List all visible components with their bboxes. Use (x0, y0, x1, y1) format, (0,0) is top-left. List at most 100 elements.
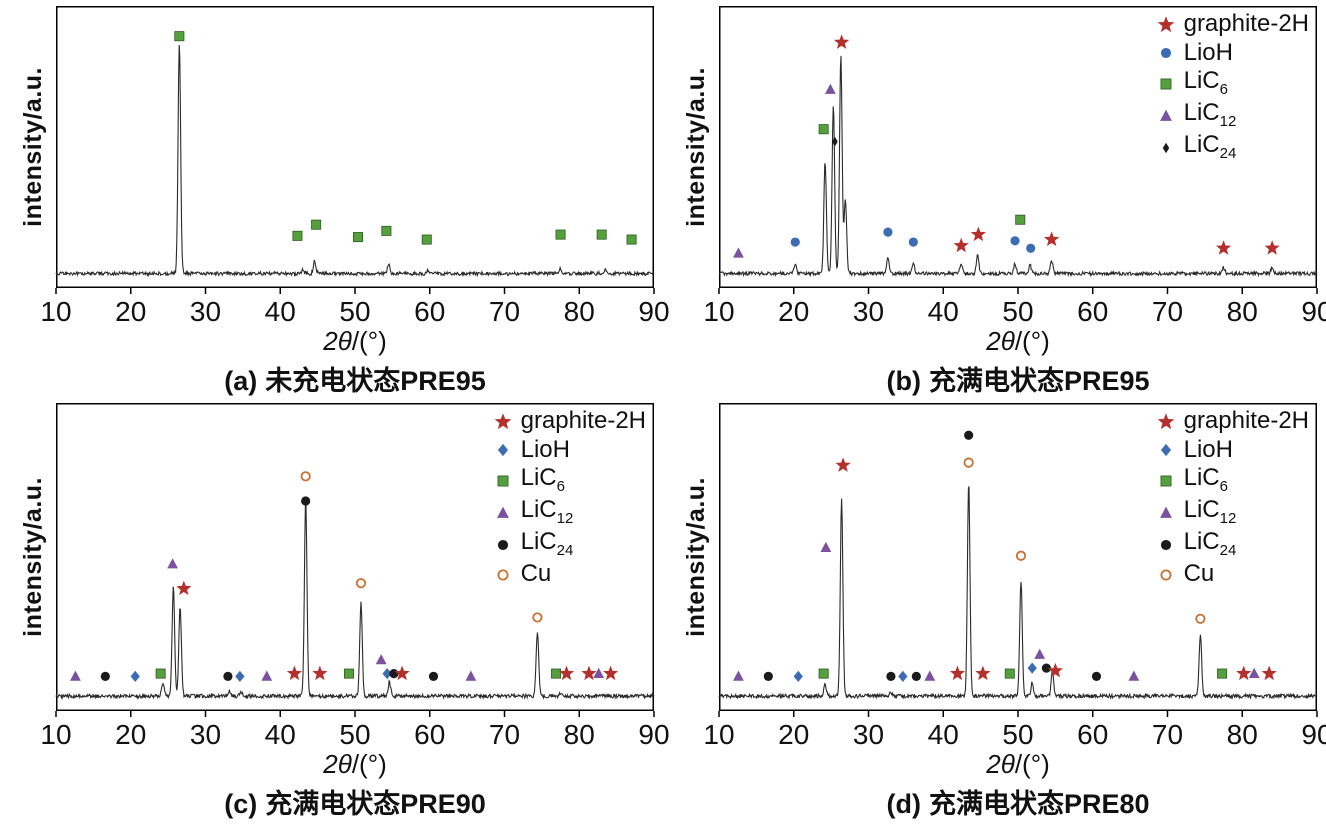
marker-diamond (898, 670, 908, 682)
panel-caption: (a) 未充电状态PRE95 (224, 359, 486, 398)
caption-text: 充满电状态PRE80 (928, 789, 1150, 819)
x-axis-label: 2θ/(°) (986, 749, 1050, 780)
marker-square (1015, 214, 1026, 225)
tick-label: 20 (778, 296, 809, 327)
xrd-trace (55, 503, 655, 700)
legend: graphite-2H LioH LiC6 LiC12 LiC24 Cu (1155, 407, 1309, 588)
marker-circle-open (1015, 550, 1027, 561)
marker-triangle (1159, 506, 1172, 518)
marker-star (835, 457, 851, 472)
triangle-legend-icon (496, 506, 509, 518)
marker-square (818, 668, 829, 679)
plot-area-c: 10 20 30 40 50 60 70 80 90 graphite-2H LioH LiC6 Li… (40, 403, 670, 750)
marker-star (975, 665, 991, 681)
marker-circle-open (355, 578, 367, 589)
legend-label: LiC6 (1183, 464, 1228, 495)
marker-circle (428, 671, 439, 681)
marker-square (352, 232, 363, 243)
tick-label: 40 (265, 719, 296, 750)
marker-square (1160, 78, 1172, 90)
marker-star (286, 665, 303, 681)
tick-label: 70 (489, 296, 520, 327)
triangle-legend-icon (1159, 109, 1172, 121)
marker-diamond-small (831, 136, 838, 147)
star-legend-icon (1157, 15, 1174, 32)
marker-square (1004, 668, 1015, 679)
marker-circle-open (1160, 569, 1172, 581)
legend-item: LiC6 (1155, 464, 1309, 495)
xrd-trace (718, 486, 1318, 700)
x-axis-label-rest: /(°) (351, 749, 387, 779)
legend-item: LiC12 (1155, 496, 1309, 527)
legend-item: LiC24 (492, 528, 646, 559)
marker-triangle (465, 670, 477, 681)
marker-triangle (1159, 109, 1172, 121)
marker-star (312, 665, 328, 681)
x-axis-label-italic: 2θ (323, 749, 352, 779)
marker-star (1044, 231, 1060, 247)
marker-square (551, 668, 562, 679)
panel-caption: (b) 充满电状态PRE95 (886, 359, 1149, 398)
plot-frame (56, 6, 654, 288)
tick-label: 20 (778, 719, 809, 750)
square-legend-icon (1160, 78, 1172, 90)
legend-item: LioH (492, 436, 646, 464)
x-axis-label-italic: 2θ (986, 326, 1015, 356)
legend-item: LioH (1155, 436, 1309, 464)
marker-triangle (924, 670, 936, 681)
tick-label: 60 (414, 719, 445, 750)
marker-square (292, 230, 303, 241)
marker-square (818, 124, 829, 135)
legend-item: LioH (1155, 39, 1309, 67)
tick-label: 90 (638, 296, 669, 327)
marker-circle (908, 237, 918, 247)
marker-circle (497, 539, 508, 550)
marker-circle (389, 669, 399, 679)
tick-label: 80 (564, 296, 595, 327)
marker-circle (883, 227, 893, 237)
marker-triangle (375, 654, 387, 665)
tick-label: 40 (265, 296, 296, 327)
panel-caption: (c) 充满电状态PRE90 (224, 782, 486, 821)
marker-circle (1091, 671, 1102, 681)
marker-square (381, 225, 392, 236)
marker-star (833, 34, 850, 49)
marker-square (555, 229, 566, 240)
marker-circle (886, 671, 896, 681)
tick-label: 90 (1301, 719, 1326, 750)
marker-triangle (1128, 670, 1140, 681)
tick-label: 80 (1227, 296, 1258, 327)
legend-item: LiC12 (492, 496, 646, 527)
marker-triangle (1248, 667, 1260, 678)
y-axis-label-text: intensity/a.u. (681, 67, 710, 227)
marker-star (1236, 665, 1252, 681)
plot-area-b: 10 20 30 40 50 60 70 80 90 graphite-2H LioH LiC6 Li… (703, 6, 1326, 327)
panel-c: intensity/a.u. 10 20 30 40 50 60 70 80 90 graphi… (0, 397, 670, 829)
tick-label: 70 (1152, 296, 1183, 327)
plot-svg: 10 20 30 40 50 60 70 80 90 (40, 403, 670, 750)
plot-area-a: 10 20 30 40 50 60 70 80 90 (40, 6, 670, 327)
xrd-trace (55, 44, 655, 278)
marker-circle (1160, 539, 1171, 550)
marker-triangle (824, 83, 836, 94)
legend-item: LiC24 (1155, 131, 1309, 162)
marker-star (1157, 412, 1174, 429)
marker-square (1160, 475, 1172, 487)
marker-star (1157, 15, 1174, 32)
marker-diamond (1027, 662, 1037, 674)
tick-label: 10 (40, 719, 71, 750)
legend-item: graphite-2H (1155, 10, 1309, 38)
legend-item: graphite-2H (492, 407, 646, 435)
diamond-legend-icon (497, 444, 508, 457)
caption-index: (b) (886, 366, 921, 396)
star-legend-icon (494, 412, 511, 429)
legend-item: Cu (492, 560, 646, 588)
legend-item: LiC6 (1155, 67, 1309, 98)
y-axis-label: intensity/a.u. (673, 403, 719, 711)
circle-legend-icon (1160, 539, 1171, 550)
legend-item: LiC24 (1155, 528, 1309, 559)
marker-diamond (130, 670, 140, 682)
x-axis-label-rest: /(°) (351, 326, 387, 356)
tick-label: 60 (1077, 296, 1108, 327)
